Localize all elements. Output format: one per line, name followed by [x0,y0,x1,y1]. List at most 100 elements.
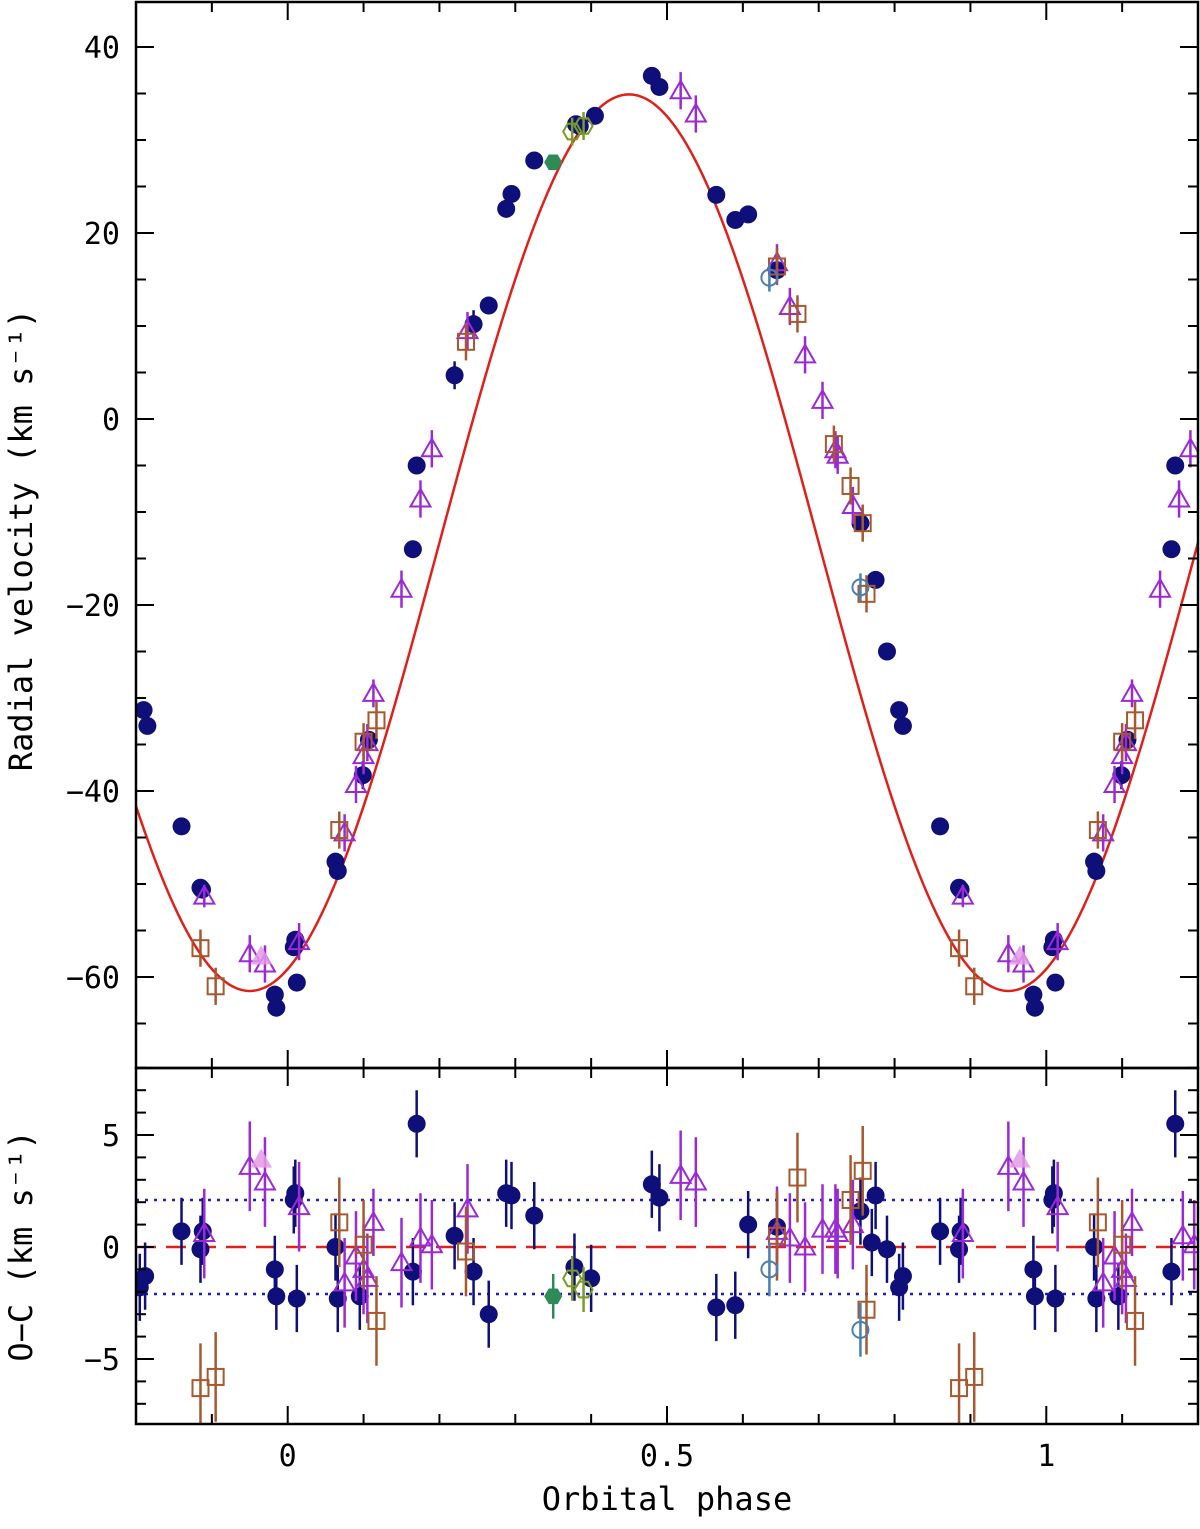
rv-data-points [136,66,1198,1017]
rv-point [996,935,1021,973]
data-point [1046,973,1065,992]
data-point [544,1288,563,1305]
rv-point [841,467,860,505]
oc-point [267,1262,286,1330]
data-point [287,929,311,951]
data-point [1088,1213,1107,1232]
data-point [361,1210,386,1231]
oc-point [893,1242,912,1310]
data-point [841,476,860,495]
data-point [996,941,1021,963]
oc-series-filled_circle [136,1090,1185,1348]
oc-point [1120,1188,1144,1256]
oc-point [965,1332,984,1422]
data-point [403,540,422,559]
rv-point [525,151,544,170]
oc-point [456,1206,475,1297]
rv-point [739,205,758,224]
rv-point [1087,861,1106,880]
rv-point [172,817,191,836]
oc-point [793,1202,817,1292]
data-point [707,1298,726,1317]
data-point [191,1379,210,1398]
data-point [851,1320,870,1339]
oc-point [668,1130,693,1221]
data-point [1087,861,1106,880]
rv-point [851,514,870,533]
rv-point [1046,973,1065,992]
oc-series-hexagon_filled [544,1273,563,1319]
data-point [361,681,386,702]
data-point [1025,998,1044,1017]
data-point [456,332,475,351]
oc-point [525,1182,544,1250]
data-point [172,817,191,836]
oc-point [841,1179,865,1270]
data-point [810,1217,835,1238]
oc-point [810,1184,835,1274]
oc-ytick-label: 0 [102,1231,120,1266]
oc-series-hexagon_open [562,1255,594,1312]
rv-point [332,814,357,852]
oc-point [191,1343,210,1424]
oc-point [354,1199,373,1290]
data-point [407,1114,426,1133]
data-point [1162,540,1181,559]
rv-series-hexagon_open [562,112,594,146]
rv-point [287,973,306,992]
oc-point [407,1090,426,1158]
data-point [1088,821,1107,840]
data-point [502,184,521,203]
oc-point [1044,1159,1063,1227]
oc-point [931,1197,950,1265]
oc-point [642,1150,661,1218]
data-point [824,435,843,454]
data-point [326,1238,345,1256]
rv-point [265,985,284,1004]
rv-point [1126,701,1145,739]
data-point [788,304,807,323]
data-point [265,1260,284,1279]
oc-panel: 5 0 −5 O−C (km s⁻¹) Orbital phase [2,1066,1200,1518]
oc-point [172,1197,191,1265]
oc-point [250,1148,273,1168]
data-point [582,1269,601,1288]
rv-point [965,967,984,1005]
data-point [767,1226,786,1245]
oc-point [502,1161,521,1230]
data-point [265,985,284,1004]
oc-point [760,1242,779,1297]
data-point [328,861,347,880]
oc-ytick-label: −5 [84,1343,120,1378]
data-point [1166,456,1185,475]
oc-point [1011,1137,1036,1227]
rv-point [668,72,693,110]
data-point [707,185,726,204]
rv-point [1113,723,1132,761]
data-point [253,1170,277,1191]
oc-point [408,1193,433,1283]
oc-point [479,1280,498,1348]
rv-point [361,679,386,708]
data-point [853,514,872,533]
rv-point [877,642,896,661]
data-point [1167,486,1191,508]
rv-point [1008,945,1031,965]
data-point [890,701,909,720]
data-point [389,1250,414,1272]
data-point [573,1280,594,1299]
oc-point [1087,1264,1106,1333]
data-point [760,268,779,287]
data-point [407,456,426,475]
oc-point [726,1271,745,1339]
data-point [1045,929,1070,951]
data-point [893,1267,912,1286]
data-point [857,584,876,603]
data-point [951,1221,975,1243]
data-point [650,77,669,96]
data-point [965,977,984,996]
data-point [267,1287,286,1306]
data-point [420,436,444,458]
rv-ytick-label: −40 [66,775,120,810]
